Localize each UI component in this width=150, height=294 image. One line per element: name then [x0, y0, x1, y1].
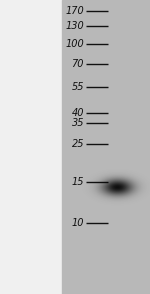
Text: 70: 70	[72, 59, 84, 69]
Text: 35: 35	[72, 118, 84, 128]
Text: 55: 55	[72, 82, 84, 92]
Text: 15: 15	[72, 177, 84, 187]
Text: 170: 170	[65, 6, 84, 16]
Text: 130: 130	[65, 21, 84, 31]
Text: 10: 10	[72, 218, 84, 228]
Bar	[0, 0, 62, 294]
Text: 40: 40	[72, 108, 84, 118]
Text: 100: 100	[65, 39, 84, 49]
Text: 25: 25	[72, 139, 84, 149]
Bar	[62, 0, 150, 294]
